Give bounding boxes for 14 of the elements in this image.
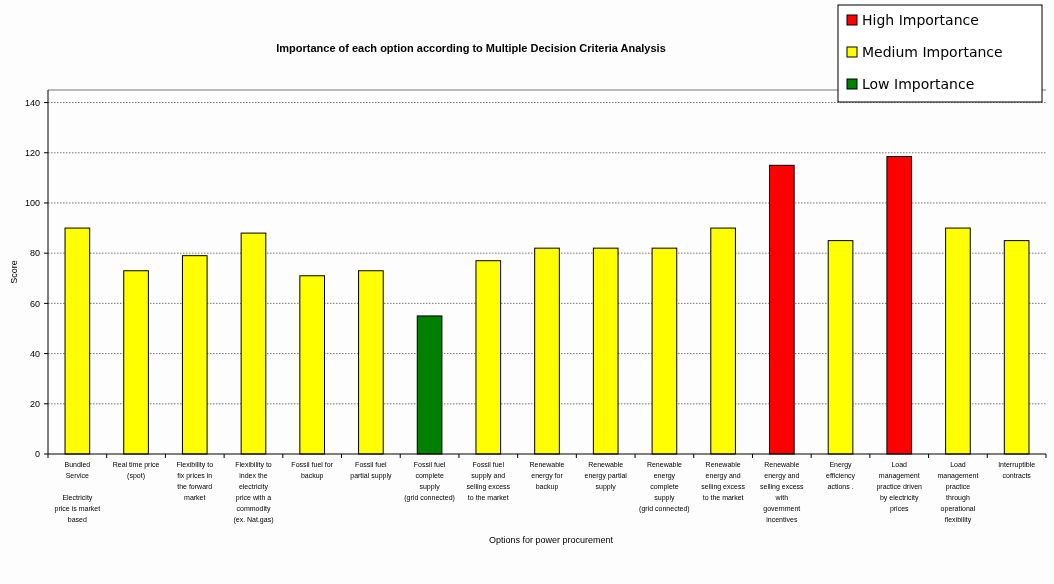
legend-label: High Importance xyxy=(862,11,979,28)
y-tick-label: 0 xyxy=(34,449,40,460)
y-tick-label: 120 xyxy=(24,147,40,158)
y-axis-title: Score xyxy=(9,260,19,284)
y-tick-label: 80 xyxy=(29,248,40,259)
chart-title: Importance of each option according to Multiple Decision Criteria Analysis xyxy=(276,42,666,54)
y-tick-label: 20 xyxy=(29,398,40,409)
legend-label: Medium Importance xyxy=(862,43,1003,60)
y-tick-label: 100 xyxy=(24,198,40,209)
y-tick-label: 40 xyxy=(29,348,40,359)
y-tick-label: 60 xyxy=(29,298,40,309)
y-tick-label: 140 xyxy=(24,97,40,108)
legend-label: Low Importance xyxy=(862,75,975,92)
x-axis-title: Options for power procurement xyxy=(488,535,614,545)
